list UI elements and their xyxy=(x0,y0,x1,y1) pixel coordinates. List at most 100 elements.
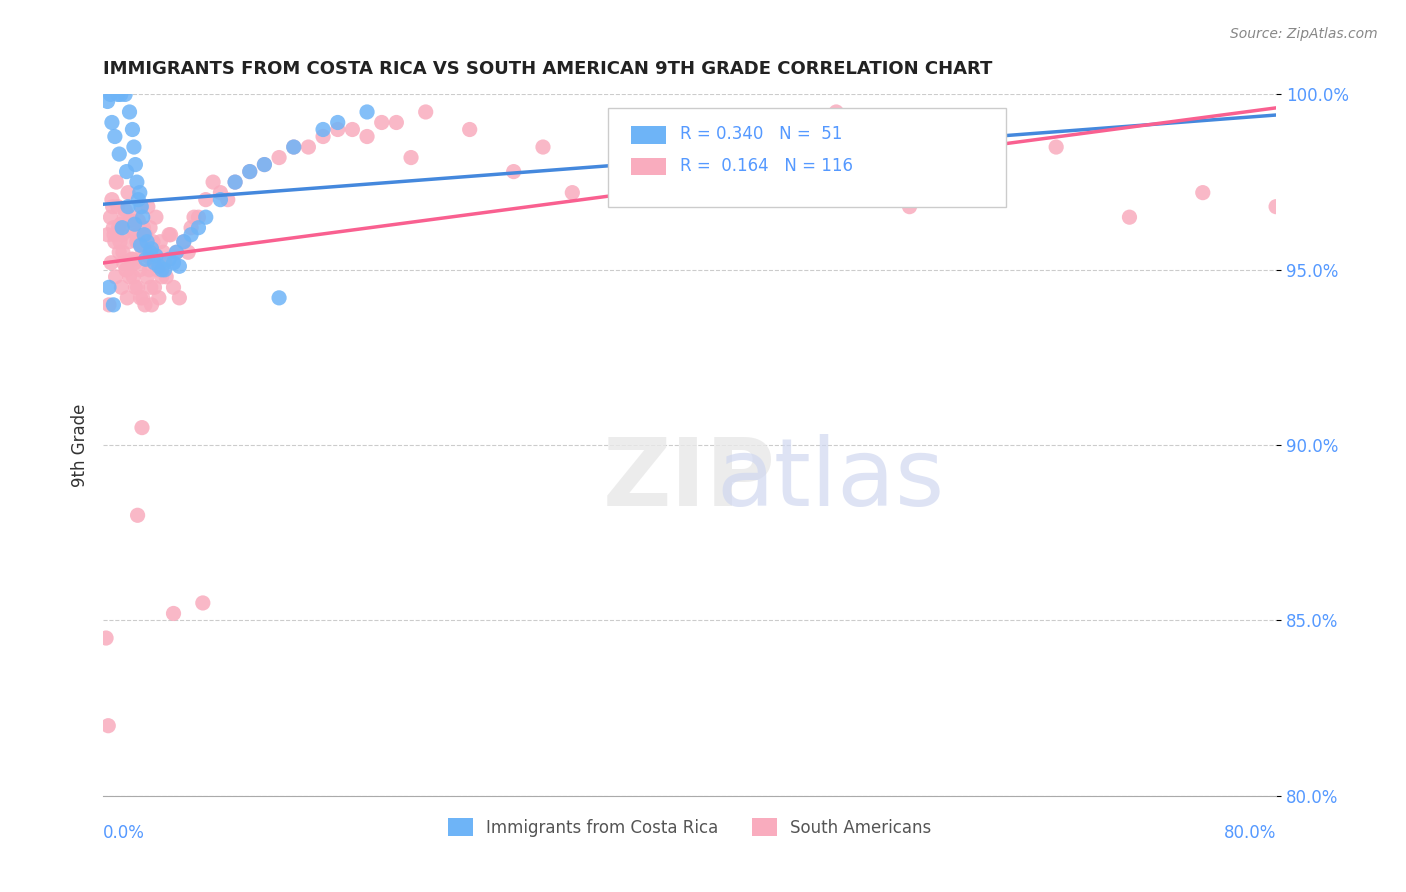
Point xyxy=(162,280,184,294)
Point xyxy=(138,262,160,277)
FancyBboxPatch shape xyxy=(607,109,1007,207)
Point xyxy=(605,158,627,172)
Point xyxy=(180,220,202,235)
Point xyxy=(162,607,184,621)
Point xyxy=(678,175,700,189)
Point xyxy=(103,298,125,312)
Point xyxy=(145,210,167,224)
Point xyxy=(121,122,143,136)
Point xyxy=(111,245,134,260)
Point xyxy=(114,87,136,102)
Point xyxy=(173,235,195,249)
Point xyxy=(129,238,152,252)
Point xyxy=(118,235,141,249)
Point xyxy=(117,200,139,214)
Point xyxy=(110,87,132,102)
Point xyxy=(139,245,162,260)
Point xyxy=(1265,200,1288,214)
Point xyxy=(98,280,121,294)
Point xyxy=(224,175,246,189)
Point xyxy=(165,245,187,260)
Point xyxy=(117,186,139,200)
Point xyxy=(104,129,127,144)
Point xyxy=(105,175,128,189)
Point xyxy=(124,217,146,231)
Point xyxy=(561,186,583,200)
Point xyxy=(169,291,191,305)
Point xyxy=(101,200,124,214)
Point xyxy=(180,227,202,242)
Point xyxy=(114,203,136,218)
Point xyxy=(972,164,994,178)
Point xyxy=(112,210,135,224)
Point xyxy=(177,245,200,260)
Point xyxy=(124,280,146,294)
Point xyxy=(101,115,124,129)
Point xyxy=(110,217,132,231)
Point xyxy=(143,280,166,294)
Point xyxy=(111,220,134,235)
Point xyxy=(100,210,122,224)
Point xyxy=(898,200,921,214)
Point xyxy=(94,631,117,645)
Point xyxy=(141,242,163,256)
Point xyxy=(110,280,132,294)
Point xyxy=(155,269,177,284)
Point xyxy=(120,213,142,227)
Point xyxy=(124,158,146,172)
Point xyxy=(342,122,364,136)
Point xyxy=(165,245,187,260)
Point xyxy=(326,122,349,136)
Bar xyxy=(631,158,666,175)
Point xyxy=(124,256,146,270)
Point xyxy=(312,129,335,144)
Point xyxy=(125,235,148,249)
Point xyxy=(143,256,166,270)
Point xyxy=(132,220,155,235)
Point xyxy=(107,220,129,235)
Point xyxy=(125,175,148,189)
Point xyxy=(239,164,262,178)
Point xyxy=(127,508,149,523)
Point xyxy=(129,200,152,214)
Point xyxy=(100,256,122,270)
Point xyxy=(752,193,775,207)
Point xyxy=(136,269,159,284)
Point xyxy=(125,227,148,242)
Point xyxy=(825,105,848,120)
Point xyxy=(187,220,209,235)
Point xyxy=(96,227,118,242)
Point xyxy=(145,249,167,263)
Point xyxy=(103,220,125,235)
Point xyxy=(148,291,170,305)
Point xyxy=(217,193,239,207)
Point xyxy=(1191,186,1213,200)
Point xyxy=(162,256,184,270)
Point xyxy=(108,245,131,260)
Text: IMMIGRANTS FROM COSTA RICA VS SOUTH AMERICAN 9TH GRADE CORRELATION CHART: IMMIGRANTS FROM COSTA RICA VS SOUTH AMER… xyxy=(103,60,993,78)
Point xyxy=(385,115,408,129)
Point xyxy=(142,256,165,270)
Point xyxy=(132,210,155,224)
Point xyxy=(149,235,172,249)
Point xyxy=(169,260,191,274)
Point xyxy=(458,122,481,136)
Point xyxy=(326,115,349,129)
Point xyxy=(159,227,181,242)
Point xyxy=(115,262,138,277)
Point xyxy=(283,140,305,154)
Point xyxy=(122,140,145,154)
Point xyxy=(127,213,149,227)
Point xyxy=(107,200,129,214)
Point xyxy=(112,256,135,270)
Point xyxy=(138,249,160,263)
Point xyxy=(136,200,159,214)
Point xyxy=(209,193,232,207)
Point xyxy=(135,227,157,242)
Bar xyxy=(631,126,666,144)
Point xyxy=(399,151,422,165)
Point xyxy=(187,210,209,224)
Text: atlas: atlas xyxy=(716,434,945,526)
Point xyxy=(129,291,152,305)
Point xyxy=(96,95,118,109)
